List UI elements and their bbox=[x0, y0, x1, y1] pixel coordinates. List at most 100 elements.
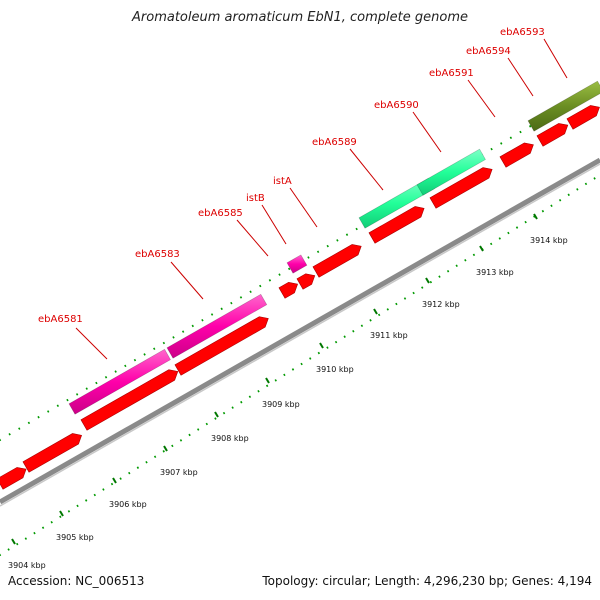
map-title: Aromatoleum aromaticum EbN1, complete ge… bbox=[132, 10, 468, 25]
scale-dot-marker bbox=[343, 335, 346, 338]
cds-arrow[interactable] bbox=[368, 206, 425, 244]
gene-label-leader bbox=[507, 57, 534, 97]
cds-arrow[interactable] bbox=[566, 105, 600, 130]
scale-dot-marker bbox=[119, 477, 122, 480]
scale-dot-marker bbox=[50, 520, 53, 524]
upper-dot-marker bbox=[230, 301, 233, 305]
upper-dot-marker bbox=[326, 244, 329, 248]
upper-dot-marker bbox=[56, 404, 60, 408]
cds-arrow[interactable] bbox=[22, 433, 82, 473]
genome-backbone bbox=[0, 157, 600, 505]
scale-dot-marker bbox=[136, 466, 140, 469]
scale-dot-marker bbox=[558, 198, 562, 202]
gene-label[interactable]: ebA6583 bbox=[135, 249, 180, 260]
scale-dot-marker bbox=[33, 531, 36, 535]
gene-label[interactable]: ebA6590 bbox=[374, 100, 419, 111]
upper-dot-marker bbox=[181, 330, 185, 333]
scale-dot-marker bbox=[446, 269, 450, 273]
scale-dot-marker bbox=[455, 264, 458, 268]
upper-dot-marker bbox=[259, 284, 262, 288]
cds-arrow[interactable] bbox=[278, 281, 298, 299]
upper-dot-marker bbox=[490, 147, 493, 151]
scale-dot-marker bbox=[257, 390, 260, 393]
gene-label-leader bbox=[543, 38, 568, 79]
pink-feature-ebA6581[interactable] bbox=[68, 348, 171, 415]
scale-tick-label: 3910 kbp bbox=[316, 365, 354, 374]
scale-dot-marker bbox=[205, 422, 209, 426]
scale-dot-marker bbox=[84, 499, 88, 502]
gene-label[interactable]: ebA6585 bbox=[198, 208, 243, 219]
scale-tick bbox=[265, 377, 270, 384]
cds-arrow[interactable] bbox=[296, 273, 316, 290]
scale-tick-label: 3911 kbp bbox=[370, 331, 408, 340]
scale-tick bbox=[112, 477, 117, 484]
upper-dot-marker bbox=[345, 233, 349, 236]
gene-label-leader bbox=[261, 204, 287, 245]
upper-dot-marker bbox=[220, 307, 223, 311]
cds-arrow[interactable] bbox=[312, 244, 362, 278]
scale-dot-marker bbox=[541, 209, 545, 213]
scale-dot-marker bbox=[377, 313, 381, 317]
scale-dot-marker bbox=[145, 460, 148, 464]
scale-dot-marker bbox=[102, 488, 105, 491]
scale-dot-marker bbox=[110, 482, 114, 486]
scale-dot-marker bbox=[128, 471, 131, 475]
scale-tick-label: 3907 kbp bbox=[160, 468, 198, 477]
olive-feature-ebA6593[interactable] bbox=[527, 80, 600, 132]
upper-dot-marker bbox=[133, 358, 137, 362]
upper-dot-marker bbox=[528, 125, 532, 128]
gene-label[interactable]: ebA6593 bbox=[500, 27, 545, 38]
upper-dot-marker bbox=[287, 267, 291, 271]
cds-arrow[interactable] bbox=[0, 467, 27, 490]
scale-dot-marker bbox=[533, 215, 536, 218]
upper-dot-marker bbox=[307, 256, 310, 259]
cds-arrow[interactable] bbox=[80, 369, 179, 431]
scale-dot-marker bbox=[576, 188, 579, 191]
scale-dot-marker bbox=[24, 537, 28, 540]
gene-label[interactable]: istA bbox=[273, 176, 292, 187]
scale-dot-marker bbox=[153, 455, 157, 459]
scale-tick-label: 3908 kbp bbox=[211, 434, 249, 443]
scale-tick bbox=[163, 445, 168, 452]
cds-arrow[interactable] bbox=[174, 316, 269, 376]
scale-dot-marker bbox=[498, 237, 501, 240]
scale-dot-marker bbox=[369, 319, 372, 322]
gene-label[interactable]: ebA6591 bbox=[429, 68, 474, 79]
upper-dot-marker bbox=[18, 427, 21, 430]
upper-dot-marker bbox=[143, 353, 146, 356]
cds-arrow[interactable] bbox=[499, 142, 534, 168]
gene-label-leader bbox=[467, 79, 496, 118]
scale-tick bbox=[319, 342, 324, 349]
scale-dot-marker bbox=[334, 340, 338, 344]
scale-dot-marker bbox=[265, 384, 269, 388]
gene-label[interactable]: ebA6589 bbox=[312, 137, 357, 148]
scale-tick-label: 3906 kbp bbox=[109, 500, 147, 509]
scale-dot-marker bbox=[489, 242, 493, 246]
upper-dot-marker bbox=[66, 398, 69, 402]
scale-dot-marker bbox=[240, 400, 243, 404]
scale-tick bbox=[425, 277, 430, 284]
cds-arrow[interactable] bbox=[536, 123, 569, 147]
upper-dot-marker bbox=[104, 376, 108, 379]
scale-tick bbox=[11, 538, 16, 545]
scale-dot-marker bbox=[188, 433, 191, 437]
pink-feature-istB[interactable] bbox=[286, 254, 308, 274]
gene-label[interactable]: ebA6594 bbox=[466, 46, 511, 57]
scale-dot-marker bbox=[76, 504, 79, 508]
scale-tick-label: 3909 kbp bbox=[262, 400, 300, 409]
scale-dot-marker bbox=[507, 231, 510, 235]
scale-dot-marker bbox=[438, 275, 441, 278]
scale-dot-marker bbox=[93, 493, 96, 497]
scale-dot-marker bbox=[360, 324, 364, 328]
scale-dot-marker bbox=[283, 373, 286, 377]
scale-dot-marker bbox=[16, 542, 19, 546]
scale-tick-label: 3912 kbp bbox=[422, 300, 460, 309]
gene-label[interactable]: ebA6581 bbox=[38, 314, 83, 325]
pink-feature-ebA6583[interactable] bbox=[166, 293, 268, 359]
cds-arrow[interactable] bbox=[429, 167, 493, 209]
gene-label[interactable]: istB bbox=[246, 193, 265, 204]
upper-dot-marker bbox=[37, 415, 40, 419]
teal-feature-ebA6590[interactable] bbox=[416, 148, 486, 196]
